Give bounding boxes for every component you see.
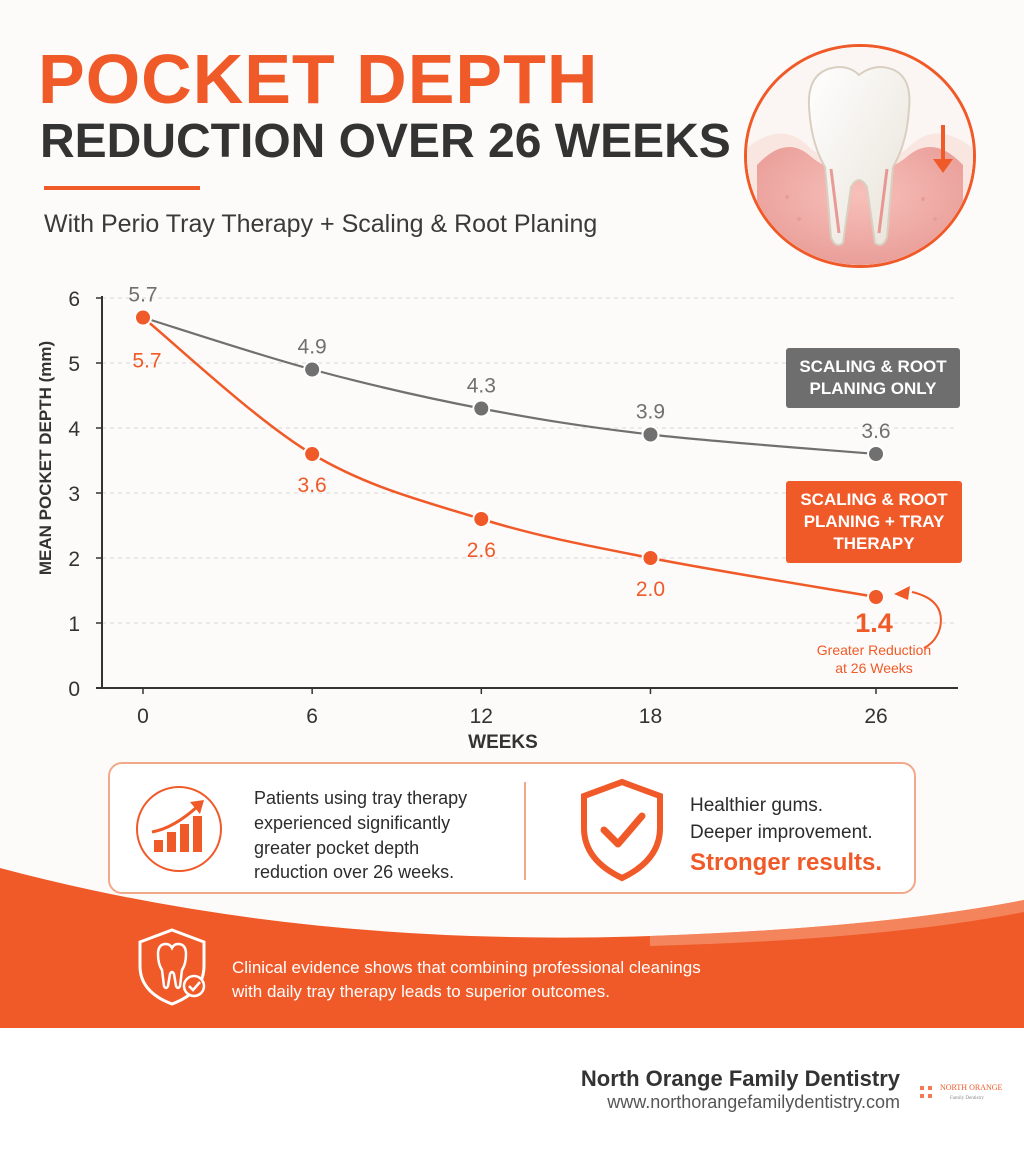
- band-line: Clinical evidence shows that combining p…: [232, 958, 701, 977]
- data-point: [134, 308, 152, 327]
- info-card: Patients using tray therapy experienced …: [108, 762, 916, 894]
- chart-gridlines: [102, 297, 958, 624]
- y-tick-label: 4: [68, 418, 80, 441]
- legend-text: PLANING ONLY: [809, 379, 937, 399]
- data-label: 3.6: [298, 474, 327, 497]
- band-line: with daily tray therapy leads to superio…: [232, 981, 610, 1001]
- data-point: [641, 425, 660, 444]
- logo-subtext: Family Dentistry: [950, 1096, 985, 1101]
- title-underline: [44, 186, 200, 190]
- callout-value: 1.4: [855, 608, 893, 638]
- y-tick-label: 2: [68, 548, 80, 571]
- card-description: Patients using tray therapy experienced …: [254, 786, 499, 885]
- orange-wave-band: [0, 868, 1024, 1028]
- y-axis-ticks: 0 1 2 3 4 5 6: [68, 288, 102, 701]
- logo-text: NORTH ORANGE: [940, 1083, 1003, 1092]
- page-title: POCKET DEPTH: [38, 40, 599, 118]
- legend-text: SCALING & ROOT: [799, 357, 947, 376]
- x-tick-label: 18: [639, 705, 662, 728]
- x-axis-ticks: 0 6 12 18 26: [137, 688, 888, 728]
- data-label: 4.3: [467, 375, 496, 398]
- curved-arrow-icon: [894, 586, 942, 649]
- legend-srp-only: SCALING & ROOT PLANING ONLY: [786, 348, 960, 409]
- series-lines: [142, 316, 877, 599]
- legend-text: SCALING & ROOT: [800, 490, 948, 509]
- data-point: [472, 510, 491, 528]
- y-tick-label: 6: [68, 288, 80, 311]
- footer: [0, 1026, 1024, 1154]
- legend-text: PLANING + TRAY: [803, 512, 945, 532]
- card-line: greater pocket depth: [254, 837, 420, 858]
- brand-logo-icon: NORTH ORANGE Family Dentistry: [916, 1082, 1003, 1102]
- data-label: 5.7: [128, 284, 157, 307]
- y-tick-label: 1: [68, 613, 80, 636]
- benefit-highlight: Stronger results.: [690, 849, 883, 877]
- band-statement: Clinical evidence shows that combining p…: [232, 956, 752, 1004]
- series-line: [142, 316, 877, 456]
- data-label: 5.7: [132, 350, 161, 373]
- shield-check-icon: [581, 778, 663, 882]
- point-labels: 5.7 4.9 4.3 3.9 3.6 5.7 3.6 2.6 2.0: [128, 284, 890, 602]
- x-tick-label: 12: [470, 705, 493, 728]
- benefit-line: Deeper improvement.: [690, 822, 873, 844]
- bar-chart-trend-up-icon: [136, 786, 222, 872]
- y-tick-label: 3: [68, 483, 80, 506]
- y-tick-label: 0: [68, 678, 80, 701]
- data-point: [867, 445, 885, 463]
- legend-srp-tray: SCALING & ROOT PLANING + TRAY THERAPY: [786, 481, 962, 564]
- data-label: 2.6: [467, 539, 496, 562]
- data-point: [641, 549, 660, 567]
- data-point: [867, 588, 885, 606]
- tooth-gum-pocket-icon: [744, 44, 976, 268]
- x-axis-label: WEEKS: [468, 732, 538, 753]
- x-tick-label: 6: [306, 705, 318, 728]
- data-label: 3.9: [636, 401, 665, 424]
- card-line: experienced significantly: [254, 812, 451, 833]
- benefit-line: Healthier gums.: [690, 795, 824, 816]
- y-tick-label: 5: [68, 353, 80, 376]
- tooth-shield-check-icon: [138, 928, 206, 1006]
- card-line: Patients using tray therapy: [254, 788, 468, 808]
- card-benefits: Healthier gums. Deeper improvement. Stro…: [690, 792, 882, 881]
- data-label: 4.9: [298, 336, 327, 359]
- brand-name: North Orange Family Dentistry: [580, 1066, 900, 1091]
- x-tick-label: 26: [864, 705, 887, 728]
- data-point: [303, 445, 322, 463]
- card-line: reduction over 26 weeks.: [254, 862, 455, 883]
- y-axis-label: MEAN POCKET DEPTH (mm): [36, 341, 55, 575]
- callout-line: at 26 Weeks: [835, 660, 913, 677]
- callout-line: Greater Reduction: [816, 642, 932, 658]
- series-line: [142, 316, 877, 599]
- data-point: [472, 399, 491, 418]
- brand-url[interactable]: www.northorangefamilydentistry.com: [607, 1092, 900, 1112]
- x-tick-label: 0: [137, 705, 149, 728]
- series-points: [134, 308, 885, 606]
- callout-text: Greater Reduction at 26 Weeks: [804, 641, 944, 677]
- page-title-line2: REDUCTION OVER 26 WEEKS: [40, 115, 731, 168]
- data-label: 2.0: [636, 578, 665, 601]
- data-label: 3.6: [861, 420, 890, 443]
- page-subtitle: With Perio Tray Therapy + Scaling & Root…: [44, 210, 598, 238]
- card-divider: [524, 782, 526, 880]
- data-point: [303, 360, 322, 379]
- legend-text: THERAPY: [833, 534, 915, 554]
